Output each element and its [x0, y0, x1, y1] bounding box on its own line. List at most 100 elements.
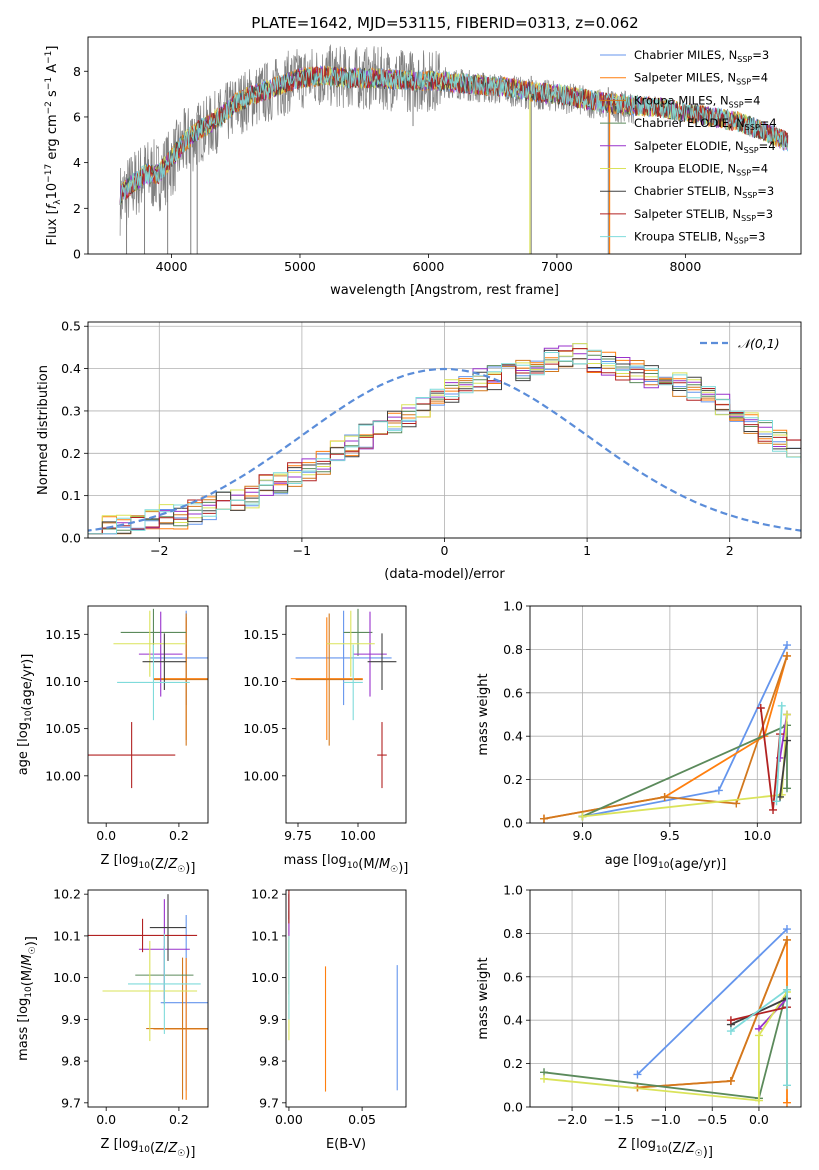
x-axis-label-part: )]: [185, 1145, 195, 1160]
y-tick-label: 1.0: [503, 599, 523, 614]
weight-line: [730, 1006, 788, 1022]
x-axis-label: wavelength [Angstrom, rest frame]: [330, 283, 559, 298]
y-axis-label: Normed distribution: [36, 365, 51, 495]
legend-entry: Salpeter STELIB, NSSP=3: [634, 207, 773, 223]
y-axis-label-part: f: [45, 202, 60, 209]
weight-marker: [783, 641, 792, 650]
legend-text: Kroupa STELIB, N: [634, 230, 734, 244]
y-axis-label-part: 10: [45, 183, 60, 200]
y-tick-label: 10.1: [251, 928, 279, 943]
y-tick-label: 9.7: [259, 1095, 279, 1110]
y-axis-label-part: Flux [: [45, 209, 60, 245]
y-tick-label: 10.00: [243, 768, 279, 783]
x-tick-label: −1.5: [604, 1112, 634, 1127]
x-axis-label-part: (Z/: [667, 1141, 686, 1156]
y-axis-label-part: )]: [24, 936, 39, 946]
weight-marker: [782, 935, 791, 944]
weight-marker: [783, 736, 792, 745]
age_vs_Z-plot: [88, 608, 208, 789]
x-axis-label-part: log: [327, 853, 347, 868]
y-axis-label-part: ]: [45, 46, 60, 51]
weight-marker: [726, 1027, 735, 1036]
weight-marker: [783, 651, 792, 660]
histogram-plot: [88, 343, 801, 535]
x-axis-label-part: ☉: [695, 1149, 703, 1159]
mass_vs_EBV-axes: 0.00 0.05 9.7 9.8 9.9 10.0 10.1 10.2: [251, 887, 376, 1127]
y-axis-label-part: log: [16, 998, 31, 1018]
residuals-frame: [87, 321, 802, 539]
y-tick-label: 0.6: [503, 969, 523, 984]
legend-entry: Chabrier MILES, NSSP=3: [634, 48, 769, 64]
weight_vs_age-plot: [539, 641, 792, 823]
weight-line: [582, 714, 788, 818]
weight-marker: [726, 1076, 735, 1085]
y-tick-label: 9.8: [61, 1054, 81, 1069]
legend-text: Kroupa MILES, N: [634, 93, 729, 107]
x-tick-label: 0: [441, 543, 449, 558]
weight-marker: [660, 792, 669, 801]
spectrum-frame: [87, 36, 802, 255]
y-axis-label-part: −2: [44, 101, 54, 114]
x-axis-label-part: Z: [167, 857, 178, 872]
x-axis-label-part: log: [119, 853, 139, 868]
legend-sub: SSP: [736, 169, 751, 178]
y-tick-label: 4: [73, 155, 81, 170]
x-axis-label-part: Z: [685, 1141, 696, 1156]
y-axis-label-part: M: [20, 954, 35, 965]
model-fit-line: [119, 66, 789, 205]
weight-marker: [783, 710, 792, 719]
weight-line: [636, 928, 788, 1076]
x-tick-label: −2: [150, 543, 168, 558]
x-axis-label-part: ☉: [390, 865, 398, 875]
weight-line: [775, 705, 783, 802]
y-tick-label: 10.0: [53, 970, 81, 985]
y-tick-label: 10.10: [243, 674, 279, 689]
y-tick-label: 8: [73, 64, 81, 79]
x-tick-label: 0.0: [96, 828, 116, 843]
x-tick-label: −2.0: [557, 1112, 587, 1127]
weight_vs_age-axes: 9.0 9.5 10.0 0.0 0.2 0.4 0.6 0.8 1.0: [503, 599, 801, 843]
x-axis-label-part: )]: [185, 861, 195, 876]
x-axis-label-part: )]: [703, 1145, 713, 1160]
y-axis-label-part: mass [: [16, 1018, 31, 1061]
y-axis-label-part: mass weight: [476, 673, 491, 755]
y-tick-label: 10.05: [45, 721, 81, 736]
residuals-axes: −2 −1 0 1 2 0.0 0.1 0.2 0.3 0.4 0.5: [61, 319, 801, 558]
y-axis-label-part: mass weight: [476, 957, 491, 1039]
legend-entry: Chabrier STELIB, NSSP=3: [634, 184, 774, 200]
y-tick-label: 10.15: [45, 627, 81, 642]
y-tick-label: 6: [73, 109, 81, 124]
x-tick-label: −0.5: [697, 1112, 727, 1127]
residual-histogram: [88, 354, 801, 535]
weight-marker: [539, 814, 548, 823]
legend-text: Chabrier STELIB, N: [634, 184, 742, 198]
x-axis-label-part: (Z/: [150, 857, 169, 872]
x-axis-label-part: Z [: [101, 1137, 119, 1152]
x-axis-label-part: log: [638, 853, 658, 868]
y-axis-label-part: −1: [44, 77, 54, 90]
y-axis-label-part: ☉: [28, 946, 38, 954]
weight-marker: [633, 1070, 642, 1079]
model-fit-line: [119, 66, 789, 205]
x-axis-label-part: (M/: [358, 857, 379, 872]
residual-histogram: [88, 345, 801, 535]
x-tick-label: 0.00: [275, 1112, 303, 1127]
y-tick-label: 9.9: [259, 1012, 279, 1027]
legend-entry: Chabrier ELODIE, NSSP=4: [634, 116, 777, 132]
x-tick-label: 0.05: [348, 1112, 376, 1127]
y-tick-label: 0.8: [503, 642, 523, 657]
legend-text: Chabrier MILES, N: [634, 48, 737, 62]
y-tick-label: 0.6: [503, 685, 523, 700]
legend-sub: SSP: [734, 237, 749, 246]
x-axis-label-part: E(B-V): [326, 1137, 366, 1152]
age_vs_Z-axes: 0.0 0.2 10.00 10.05 10.10 10.15: [45, 627, 189, 843]
y-tick-label: 0.0: [503, 816, 523, 831]
y-axis-label-part: A: [45, 64, 60, 77]
x-axis-label-part: 10: [658, 861, 670, 871]
x-axis-label-part: Z [: [618, 1137, 636, 1152]
legend-entry: Salpeter MILES, NSSP=4: [634, 71, 768, 87]
legend-text: =3: [752, 48, 769, 62]
x-axis-label-part: Z: [167, 1141, 178, 1156]
x-tick-label: −1.0: [650, 1112, 680, 1127]
